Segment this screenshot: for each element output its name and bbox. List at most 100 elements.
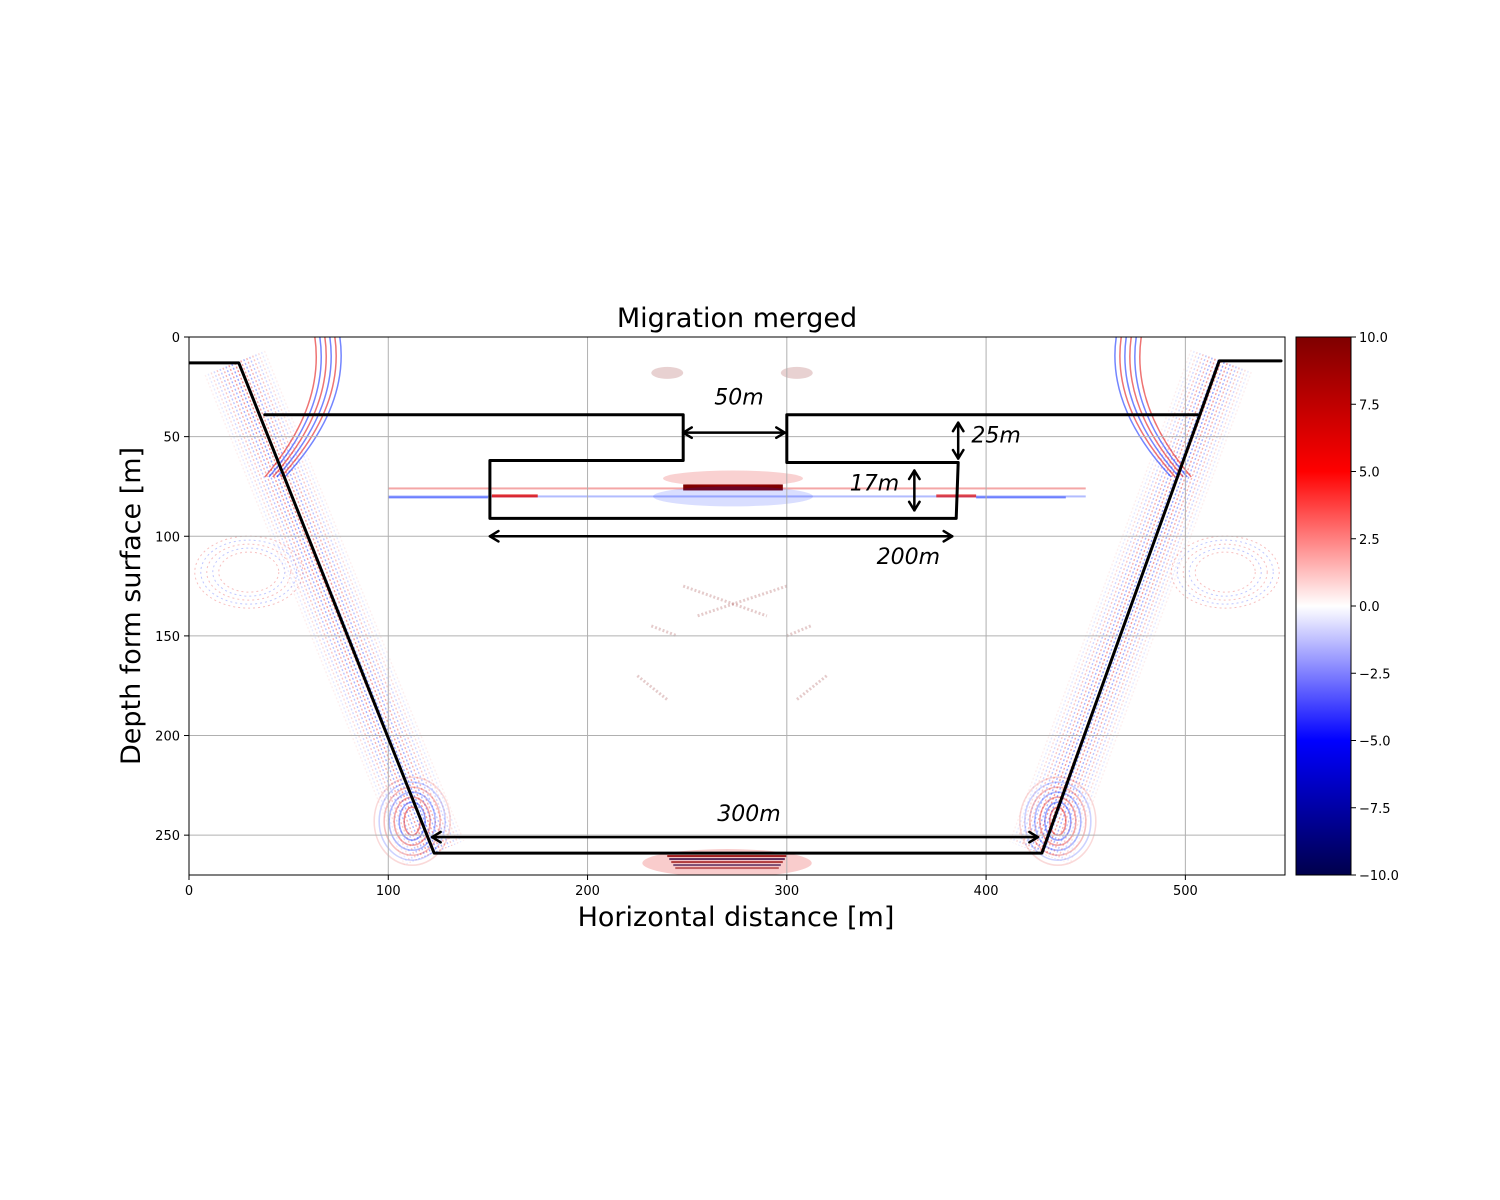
y-tick-label: 250 (155, 829, 180, 844)
arrow-head (907, 469, 921, 481)
arrow-head (907, 500, 921, 512)
colorbar-tick-label: −7.5 (1359, 802, 1391, 817)
reflection-arc (1119, 337, 1176, 478)
reflection-stripe (257, 352, 459, 844)
reflection-arc (1114, 337, 1172, 478)
reflection-halo (653, 486, 814, 507)
dimension-label: 50m (714, 386, 763, 411)
reflection-ring (1182, 543, 1268, 601)
reflection-stripe (251, 355, 453, 847)
reflection-arc (1124, 337, 1180, 478)
reflection-stripe (231, 363, 432, 855)
reflection-arc (272, 337, 327, 478)
reflection-ring (200, 539, 298, 605)
reflection-segment (976, 496, 1066, 499)
reflection-ring (218, 551, 280, 593)
dimension-arrow (430, 830, 1040, 844)
reflection-arc (1139, 337, 1192, 478)
colorbar-tick-label: 5.0 (1359, 466, 1380, 481)
y-tick-label: 0 (172, 331, 180, 346)
plot-area: 50m 25m 17m 200m 300m (188, 336, 1286, 876)
reflection-ring (1194, 551, 1256, 593)
reflection-stripe (207, 373, 409, 865)
reflection-stripe (1054, 366, 1237, 859)
colorbar: 10.0 7.5 5.0 2.5 0.0 −2.5 −5.0 −7.5 −10.0 (1295, 331, 1399, 884)
reflection-focus (373, 776, 451, 867)
reflection-ring (206, 543, 292, 601)
reflection-halo (663, 470, 804, 487)
reflection-ring (1170, 535, 1280, 609)
reflection-stripe (246, 357, 447, 849)
reflection-focus (1044, 801, 1072, 842)
x-tick-label: 100 (376, 884, 401, 899)
reflection-stripe (249, 356, 450, 848)
arrow-head (951, 421, 965, 433)
reflection-focus (1039, 796, 1077, 847)
reflection-arc (276, 337, 332, 478)
bottom-reflection-band (667, 855, 787, 858)
diffraction-tail (650, 624, 678, 638)
reflection-stripe (1069, 371, 1252, 865)
reflection-stripe (1057, 367, 1240, 860)
reflection-ring (194, 535, 304, 609)
reflection-stripe (1066, 370, 1249, 864)
colorbar-tick-label: 7.5 (1359, 398, 1380, 413)
reflection-stripe (1063, 369, 1246, 863)
reflection-band (388, 495, 1086, 498)
reflection-arc (280, 337, 337, 478)
arrow-head (1028, 830, 1040, 844)
reflection-focus (1034, 791, 1082, 852)
reflection-stripe (1045, 362, 1228, 856)
reflection-ring (212, 547, 286, 597)
reflection-stripe (1051, 365, 1234, 858)
plot-background (189, 337, 1285, 875)
colorbar-ticks: 10.0 7.5 5.0 2.5 0.0 −2.5 −5.0 −7.5 −10.0 (1351, 331, 1399, 884)
arrow-head (430, 830, 442, 844)
arrow-head (488, 529, 500, 543)
arrow-head (681, 426, 693, 440)
reflection-stripe (1030, 357, 1213, 851)
arrow-head (942, 529, 954, 543)
reflector (642, 849, 812, 875)
y-axis-label: Depth form surface [m] (116, 447, 147, 765)
dimension-arrow (681, 426, 787, 440)
y-tick-label: 50 (163, 431, 180, 446)
reflection-stripe (1048, 363, 1231, 857)
bottom-reflection-band (675, 867, 779, 870)
reflection-focus (378, 781, 446, 862)
reflection-stripe (213, 371, 415, 862)
diffraction-spot (651, 366, 684, 379)
diffraction-spot (780, 366, 813, 379)
reflection-stripe (1027, 356, 1210, 849)
reflection-stripe (240, 360, 441, 851)
reflection-stripe (216, 369, 417, 861)
annotation-arrow-layer (430, 421, 1040, 844)
bottom-reflection-band (671, 861, 783, 864)
dimension-arrow (488, 529, 954, 543)
reflection-stripe (263, 350, 465, 842)
reflection-arc (1129, 337, 1184, 478)
x-tick-label: 0 (185, 884, 193, 899)
reflection-stripe (1012, 350, 1195, 844)
bottom-reflection-band (669, 858, 785, 861)
annotation-outline-layer (189, 359, 1283, 855)
reflection-stripe (219, 368, 420, 860)
strong-reflection (683, 484, 783, 491)
annotation-label-layer: 50m 25m 17m 200m 300m (714, 386, 1020, 827)
dimension-label: 25m (971, 424, 1020, 449)
reflection-stripe (243, 359, 444, 850)
reflection-stripe (228, 365, 429, 856)
reflection-segment (491, 494, 538, 498)
colorbar-tick-label: 2.5 (1359, 533, 1380, 548)
y-axis: 0 50 100 150 200 250 (155, 331, 189, 844)
dimension-arrow (951, 421, 965, 460)
reflection-focus (1029, 786, 1087, 857)
bottom-reflection-band (673, 864, 781, 867)
reflection-arc (268, 337, 322, 478)
colorbar-tick-label: 0.0 (1359, 600, 1380, 615)
x-axis-label: Horizontal distance [m] (578, 902, 895, 933)
reflection-focus (388, 791, 436, 852)
reflection-focus (398, 801, 426, 842)
reflection-stripe (1024, 355, 1207, 848)
reflection-focus (1024, 781, 1092, 862)
